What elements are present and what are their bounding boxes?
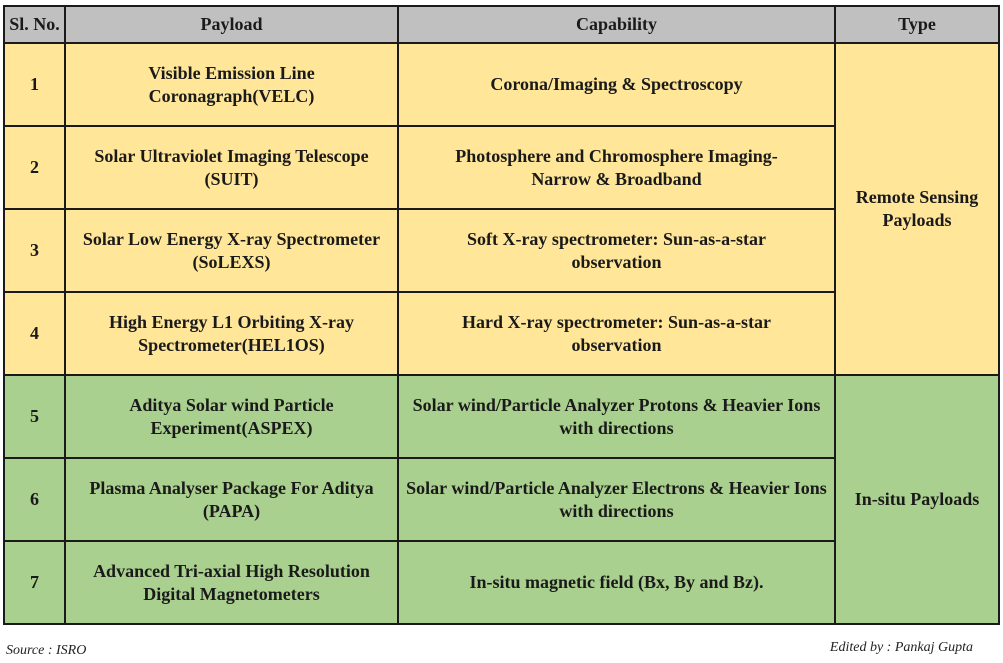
- capability-cell: Solar wind/Particle Analyzer Electrons &…: [397, 457, 836, 542]
- payload-cell: High Energy L1 Orbiting X-ray Spectromet…: [64, 291, 399, 376]
- sl-no-cell: 3: [3, 208, 66, 293]
- capability-cell: Corona/Imaging & Spectroscopy: [397, 42, 836, 127]
- capability-cell: Solar wind/Particle Analyzer Protons & H…: [397, 374, 836, 459]
- table-row: 2 Solar Ultraviolet Imaging Telescope (S…: [3, 125, 999, 210]
- sl-no-cell: 7: [3, 540, 66, 625]
- type-cell-remote: Remote Sensing Payloads: [834, 42, 1000, 376]
- sl-no-cell: 5: [3, 374, 66, 459]
- payload-table: Sl. No. Payload Capability Type 1 Visibl…: [3, 5, 1000, 625]
- payload-cell: Aditya Solar wind Particle Experiment(AS…: [64, 374, 399, 459]
- edited-by-note: Edited by : Pankaj Gupta: [829, 640, 973, 655]
- header-row: Sl. No. Payload Capability Type: [3, 5, 1000, 44]
- table-row: 7 Advanced Tri-axial High Resolution Dig…: [3, 540, 999, 625]
- sl-no-cell: 6: [3, 457, 66, 542]
- capability-cell: Photosphere and Chromosphere Imaging- Na…: [397, 125, 836, 210]
- payload-cell: Solar Low Energy X-ray Spectrometer (SoL…: [64, 208, 399, 293]
- header-sl-no: Sl. No.: [3, 5, 66, 44]
- table-row: 4 High Energy L1 Orbiting X-ray Spectrom…: [3, 291, 999, 376]
- header-type: Type: [834, 5, 1000, 44]
- table-row: 5 Aditya Solar wind Particle Experiment(…: [3, 374, 1000, 625]
- capability-cell: In-situ magnetic field (Bx, By and Bz).: [397, 540, 836, 625]
- header-capability: Capability: [397, 5, 836, 44]
- payload-cell: Advanced Tri-axial High Resolution Digit…: [64, 540, 399, 625]
- header-payload: Payload: [64, 5, 399, 44]
- payload-cell: Solar Ultraviolet Imaging Telescope (SUI…: [64, 125, 399, 210]
- payload-cell: Plasma Analyser Package For Aditya (PAPA…: [64, 457, 399, 542]
- sl-no-cell: 1: [3, 42, 66, 127]
- table-row: 3 Solar Low Energy X-ray Spectrometer (S…: [3, 208, 999, 293]
- table-row: 6 Plasma Analyser Package For Aditya (PA…: [3, 457, 999, 542]
- capability-cell: Hard X-ray spectrometer: Sun-as-a-star o…: [397, 291, 836, 376]
- type-cell-insitu: In-situ Payloads: [834, 374, 1000, 625]
- sl-no-cell: 4: [3, 291, 66, 376]
- table-row: 1 Visible Emission Line Coronagraph(VELC…: [3, 42, 1000, 376]
- source-note: Source : ISRO: [6, 643, 87, 658]
- capability-cell: Soft X-ray spectrometer: Sun-as-a-star o…: [397, 208, 836, 293]
- sl-no-cell: 2: [3, 125, 66, 210]
- payload-cell: Visible Emission Line Coronagraph(VELC): [64, 42, 399, 127]
